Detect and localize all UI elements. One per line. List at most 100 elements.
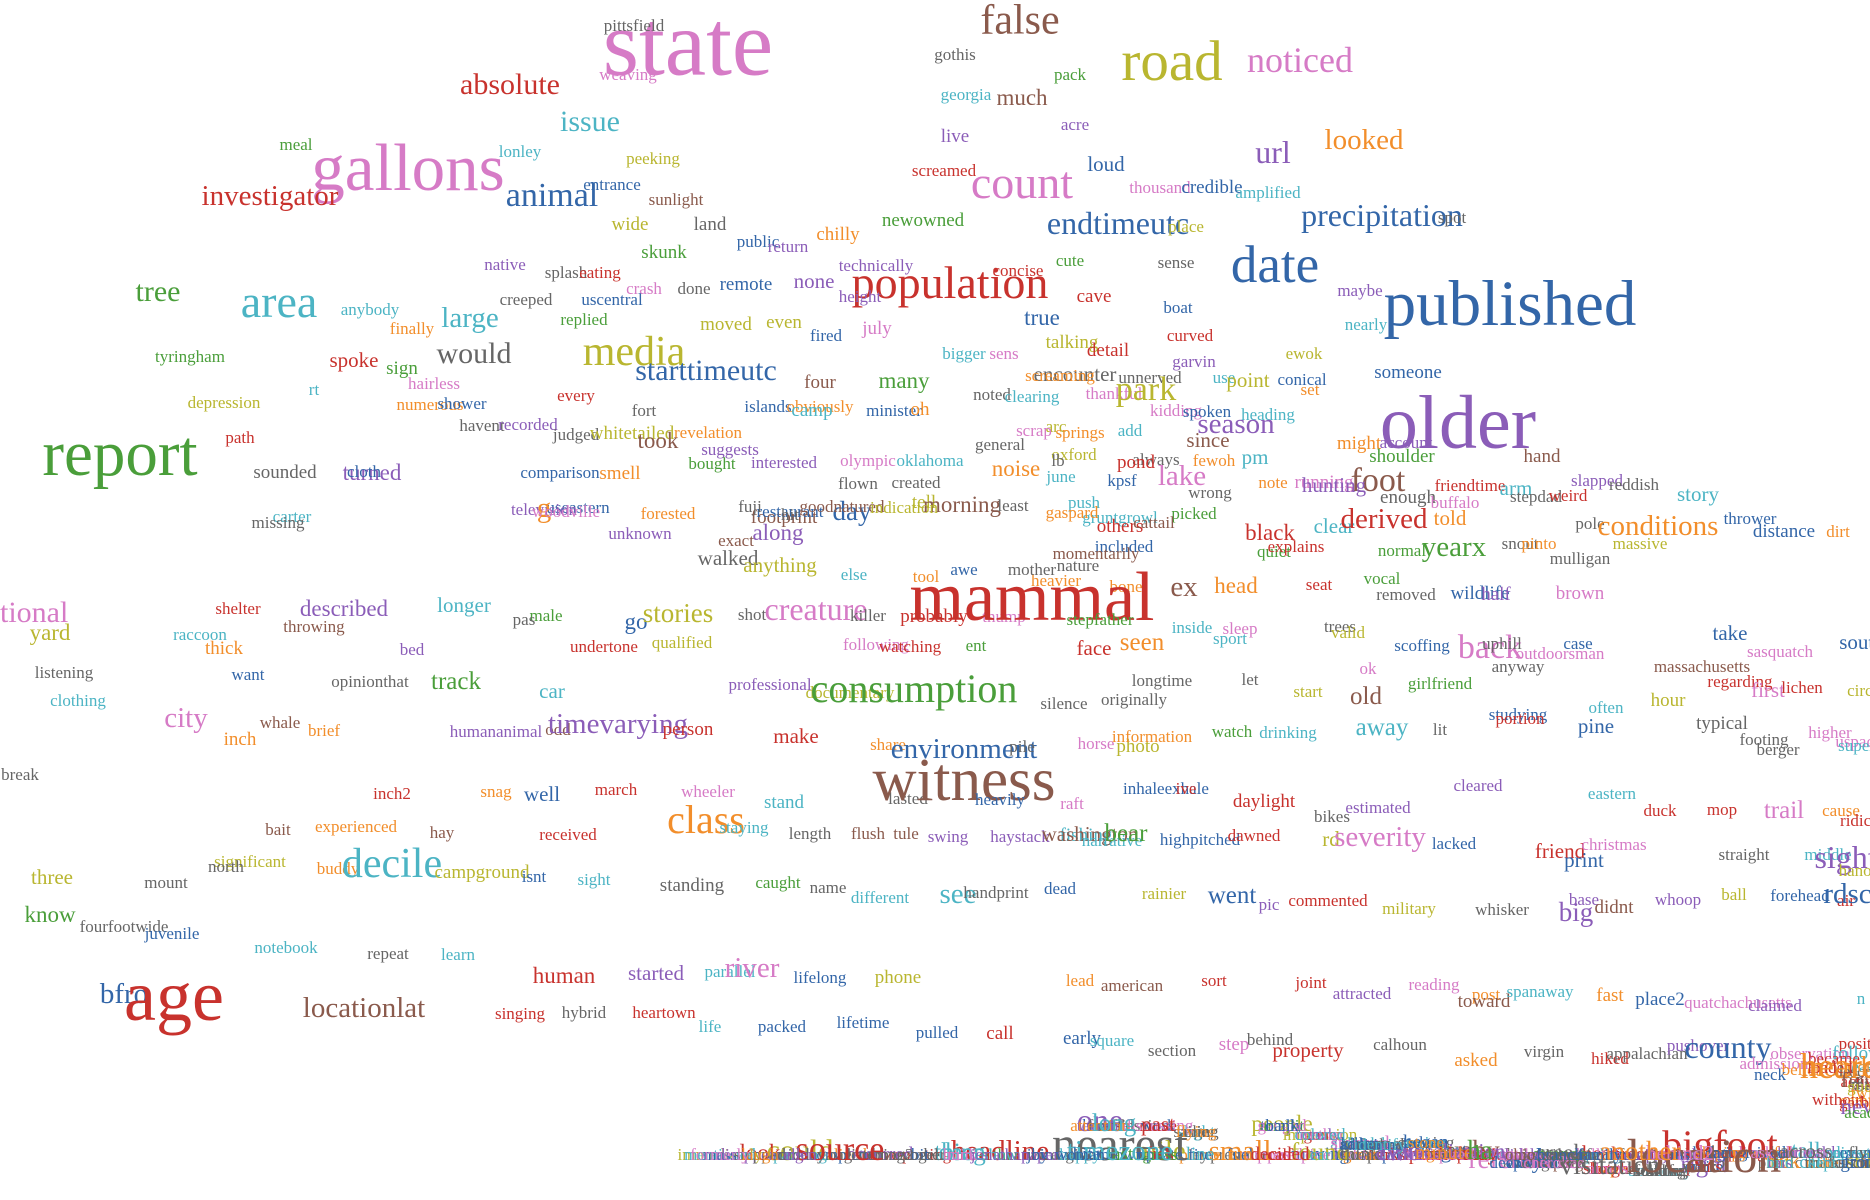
- word-occurred: occurred: [847, 1144, 914, 1165]
- word-fact: fact: [1707, 1143, 1733, 1162]
- word-inch: inch: [224, 729, 257, 750]
- word-much: much: [996, 85, 1048, 110]
- word-washe: washe: [1659, 1145, 1701, 1164]
- word-severity: severity: [1334, 821, 1426, 853]
- word-silence: silence: [1040, 694, 1087, 713]
- word-fishing: fishing: [1060, 825, 1113, 846]
- word-sens: sens: [989, 344, 1018, 363]
- word-pine2: pine2: [1301, 1145, 1339, 1164]
- word-slight: slight: [1177, 1122, 1215, 1141]
- word-five: five: [1439, 1142, 1469, 1163]
- word-old: old: [1350, 683, 1382, 710]
- word-highpitched: highpitched: [1160, 830, 1241, 849]
- word-bigger: bigger: [942, 344, 986, 363]
- word-blank: blank: [1341, 1134, 1379, 1153]
- word-swing: swing: [928, 827, 969, 846]
- word-dust: dust: [1852, 1074, 1870, 1093]
- word-vocal: vocal: [1364, 569, 1401, 588]
- word-exact: exact: [718, 531, 754, 550]
- word-arc: arc: [1046, 417, 1067, 436]
- word-newowned: newowned: [882, 210, 965, 231]
- word-virgin: virgin: [1524, 1042, 1565, 1061]
- word-colored: colored: [1295, 1125, 1346, 1144]
- word-claimed: claimed: [1748, 996, 1802, 1015]
- word-fuel: fuel: [1227, 1145, 1254, 1164]
- word-oh: oh: [911, 399, 931, 420]
- word-trees: trees: [1324, 617, 1356, 636]
- word-flush: flush: [851, 824, 886, 843]
- word-lunch: lunch: [1591, 1159, 1629, 1178]
- word-human: human: [533, 963, 596, 988]
- word-height: height: [839, 287, 882, 306]
- word-curved: curved: [1167, 326, 1214, 345]
- word-looked: looked: [1325, 124, 1404, 156]
- word-hour: hour: [1651, 690, 1687, 711]
- word-eastern: eastern: [1588, 784, 1637, 803]
- word-another: another: [1600, 1136, 1681, 1166]
- word-early: early: [1063, 1028, 1101, 1049]
- word-run: run: [1227, 1144, 1253, 1165]
- word-clothing: clothing: [50, 691, 106, 710]
- word-remote: remote: [720, 274, 773, 295]
- word-lifelong: lifelong: [794, 968, 847, 987]
- word-calf: calf: [1267, 1145, 1293, 1164]
- word-horse: horse: [1078, 734, 1115, 753]
- word-without: without: [1812, 1090, 1864, 1109]
- word-hybrid: hybrid: [562, 1003, 607, 1022]
- word-didnt: didnt: [1594, 897, 1634, 918]
- word-never: never: [1840, 1094, 1870, 1119]
- word-fly: fly: [1849, 1143, 1868, 1162]
- word-going: going: [1840, 1152, 1870, 1173]
- word-person: person: [663, 719, 714, 740]
- word-garvin: garvin: [1172, 352, 1216, 371]
- word-done: done: [677, 279, 710, 298]
- word-thrown: thrown: [1096, 1145, 1145, 1164]
- word-many: many: [878, 368, 930, 393]
- word-family: family: [1578, 1145, 1623, 1164]
- word-pack: pack: [1054, 65, 1087, 84]
- word-bed: bed: [400, 640, 425, 659]
- word-admission: admission: [1740, 1054, 1809, 1073]
- word-ha: ha: [1467, 1135, 1493, 1165]
- word-video: video: [1501, 1145, 1539, 1164]
- word-brown2: brown2: [1334, 1145, 1386, 1164]
- word-base: base: [1569, 890, 1599, 909]
- word-spot: spot: [1438, 208, 1467, 227]
- word-long: long: [1092, 1110, 1137, 1137]
- word-harvest: harvest: [1455, 1144, 1504, 1163]
- word-attention: attention: [1070, 1116, 1130, 1135]
- word-circle: circle: [1847, 681, 1870, 700]
- word-decile: decile: [342, 841, 442, 887]
- word-join: join: [1026, 1145, 1054, 1164]
- word-along: along: [752, 520, 804, 545]
- word-disappearing: disappearing: [717, 1145, 804, 1164]
- word-goodnatured: goodnatured: [800, 497, 885, 516]
- word-tyringham: tyringham: [155, 347, 225, 366]
- word-mentioned: mentioned: [684, 1145, 756, 1164]
- word-snag: snag: [480, 782, 512, 801]
- word-noticed: noticed: [1247, 40, 1353, 80]
- word-sort: sort: [1201, 971, 1227, 990]
- word-garbage: garbage: [1839, 1093, 1870, 1112]
- word-nearly: nearly: [1345, 315, 1388, 334]
- word-hit: hit: [781, 505, 799, 524]
- word-rd: rd: [1322, 827, 1340, 851]
- word-stated: stated: [1540, 1145, 1580, 1164]
- word-starting: starting: [1635, 1161, 1686, 1180]
- word-case: case: [1563, 634, 1592, 653]
- word-tom: tom: [1853, 1057, 1870, 1076]
- word-skunk: skunk: [641, 242, 687, 263]
- word-nerve: nerve: [861, 1145, 899, 1164]
- word-watch: watch: [1212, 722, 1253, 741]
- word-grunt: grunt: [1426, 1144, 1462, 1163]
- word-stepped: stepped: [734, 1145, 786, 1164]
- word-regarding: regarding: [1707, 672, 1773, 691]
- word-meal: meal: [279, 135, 312, 154]
- word-big: big: [1559, 897, 1594, 927]
- word-bit: bit: [911, 1145, 929, 1164]
- word-calhoun: calhoun: [1373, 1035, 1427, 1054]
- word-cherokee: cherokee: [1523, 1153, 1584, 1172]
- word-timevarying: timevarying: [548, 708, 688, 740]
- word-rubber: rubber: [858, 1145, 903, 1164]
